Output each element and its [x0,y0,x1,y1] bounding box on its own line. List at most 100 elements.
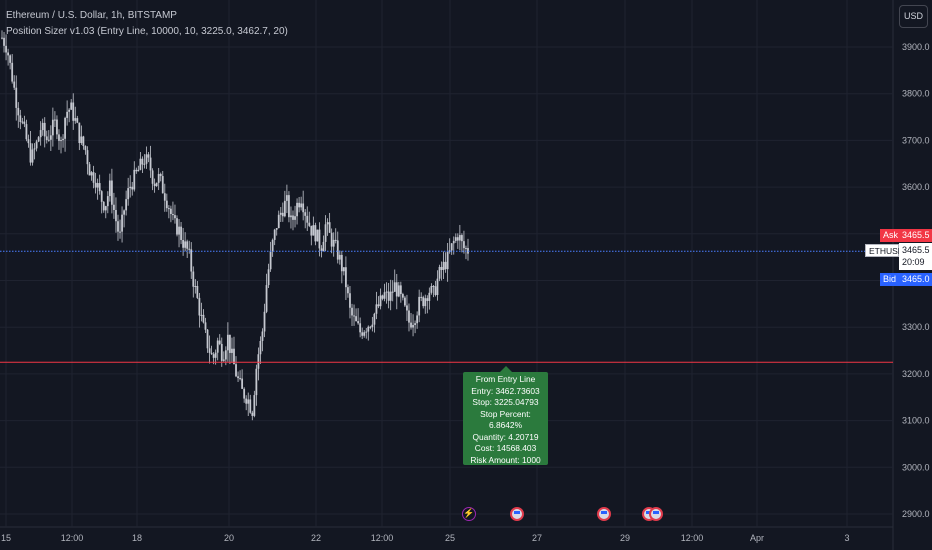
candle-body [285,195,288,201]
candle-body [393,282,396,292]
candle-body [456,237,459,241]
candle-body [222,359,225,361]
candle-body [68,109,71,112]
x-tick-label: 3 [844,533,849,543]
candle-body [271,239,274,251]
tooltip-pointer [500,366,512,372]
symbol-tag: ETHUSD [865,244,904,257]
candle-body [104,206,107,211]
candle-body [338,254,341,260]
candle-body [102,201,105,211]
y-tick-label: 3800.0 [902,89,930,99]
candle-body [241,378,244,389]
candle-body [288,195,290,218]
candle-body [117,221,119,232]
candle-body [19,115,22,122]
candle-body [391,291,394,293]
candle-body [90,172,93,176]
candle-body [294,216,296,220]
candle-body [408,310,410,323]
candle-body [308,222,311,226]
candle-body [169,208,172,214]
candle-body [92,172,95,183]
candle-body [336,240,339,260]
candle-body [397,285,400,297]
y-tick-label: 3100.0 [902,416,930,426]
candle-body [66,111,69,118]
candle-body [426,298,429,301]
candle-body [401,294,404,298]
candle-body [448,250,451,252]
candle-body [298,202,301,208]
candle-body [64,117,66,139]
candle-body [279,212,282,215]
candle-body [290,215,292,218]
candle-body [347,287,349,294]
level-lines [0,250,893,363]
candle-body [239,378,241,380]
candle-body [184,241,187,248]
x-tick-label: 25 [445,533,455,543]
candle-body [332,239,335,247]
candle-body [342,267,345,272]
candle-body [369,326,372,328]
currency-button[interactable]: USD [899,5,928,28]
candle-body [363,332,366,336]
candle-body [259,340,262,355]
lightning-icon[interactable]: ⚡ [462,507,476,521]
candle-body [395,282,398,297]
candle-body [86,150,89,165]
candle-body [334,239,337,241]
tooltip-quantity: Quantity: 4.20719 [472,431,539,442]
candle-body [361,332,364,336]
candle-body [21,121,24,123]
candle-body [155,182,158,187]
candle-body [208,348,211,353]
last-price-value: 3465.5 [902,245,930,255]
us-flag-icon[interactable] [510,507,524,521]
candle-body [237,376,239,379]
candle-body [163,193,166,201]
candle-body [192,271,195,287]
candle-body [194,285,197,287]
candle-body [306,215,309,223]
candle-body [304,212,307,216]
candle-body [359,323,362,333]
candle-body [76,118,79,123]
candle-body [45,136,48,141]
tooltip-cost: Cost: 14568.403 [474,443,537,453]
candle-body [153,183,156,187]
candle-body [318,229,321,249]
candle-body [430,286,433,293]
candle-body [365,331,368,333]
candle-body [224,350,227,360]
candle-body [410,322,412,328]
us-flag-icon[interactable] [597,507,611,521]
candle-body [96,183,99,188]
candle-body [446,251,449,270]
candle-body [165,200,168,209]
candle-body [174,215,176,219]
y-tick-label: 3200.0 [902,369,930,379]
candle-body [60,140,62,142]
candle-body [385,291,388,293]
candlestick-series [1,30,469,421]
candle-body [387,291,390,301]
candle-body [131,186,134,190]
candle-body [157,173,160,183]
candle-body [39,130,42,138]
us-flag-icon[interactable] [649,507,663,521]
candle-body [200,314,203,316]
candle-body [149,157,152,171]
candle-body [320,248,323,252]
candle-body [151,170,154,184]
candle-body [253,395,256,416]
candle-body [29,143,32,163]
candle-body [74,118,77,121]
candle-body [56,119,58,135]
candle-body [255,368,258,396]
candle-body [226,334,229,351]
candle-body [188,248,191,250]
x-tick-label: 27 [532,533,542,543]
